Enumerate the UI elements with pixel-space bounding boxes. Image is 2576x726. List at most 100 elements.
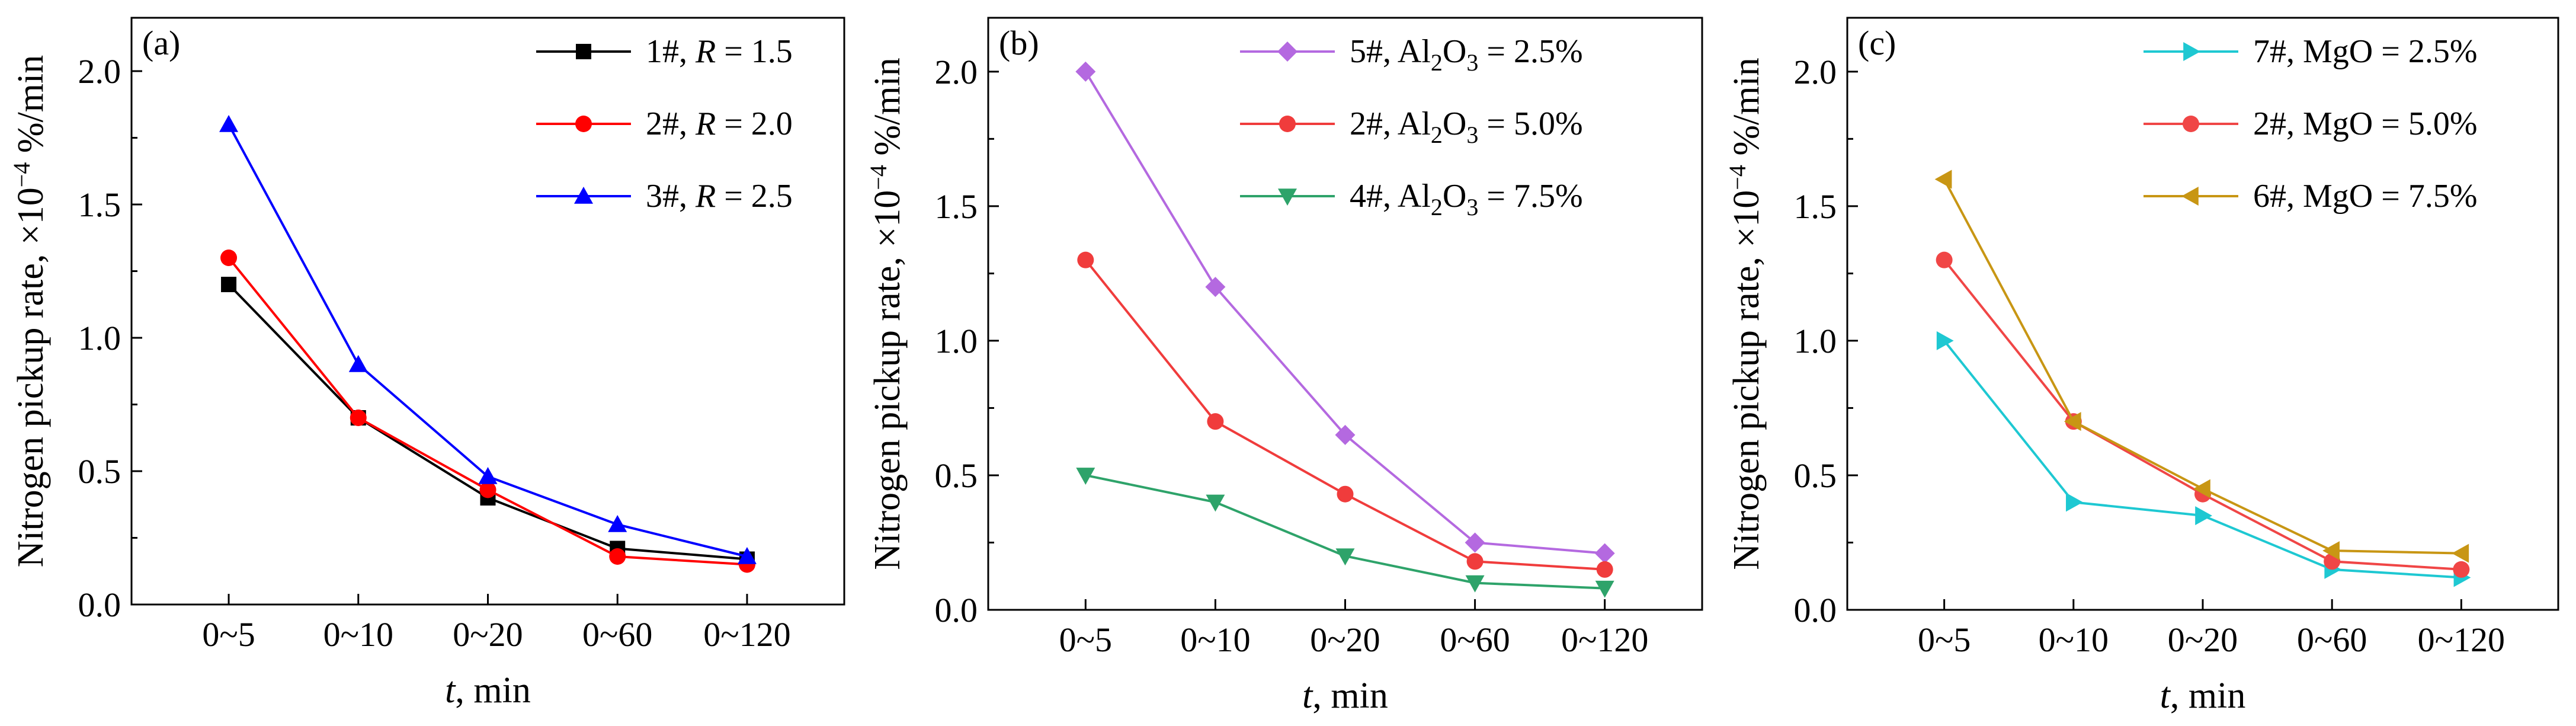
data-point bbox=[1594, 543, 1615, 564]
y-tick-label: 0.5 bbox=[1794, 456, 1837, 495]
series-line-2 bbox=[1943, 259, 2462, 571]
data-point bbox=[479, 481, 496, 498]
data-point bbox=[2064, 412, 2081, 431]
series-line-1 bbox=[1084, 71, 1605, 555]
data-point bbox=[609, 548, 626, 565]
data-point bbox=[2195, 506, 2212, 526]
x-tick-label: 0~120 bbox=[1561, 621, 1648, 659]
legend-entry: 3#, R = 2.5 bbox=[646, 178, 793, 215]
legend-marker bbox=[2183, 42, 2200, 61]
legend-entry: 1#, R = 1.5 bbox=[646, 33, 793, 70]
data-point bbox=[2453, 561, 2470, 578]
data-point bbox=[1595, 580, 1614, 598]
legend-entry: 7#, MgO = 2.5% bbox=[2253, 33, 2477, 70]
legend-marker bbox=[574, 187, 593, 204]
series-line-2 bbox=[228, 257, 748, 566]
legend-marker bbox=[2181, 187, 2199, 206]
data-point bbox=[2193, 479, 2210, 498]
data-point bbox=[220, 250, 238, 266]
x-tick-label: 0~10 bbox=[323, 615, 393, 654]
data-point bbox=[1076, 468, 1095, 485]
legend-marker bbox=[576, 44, 591, 59]
x-axis-title: t, min bbox=[2160, 676, 2246, 716]
x-axis-title: t, min bbox=[1302, 676, 1388, 716]
data-point bbox=[1205, 277, 1226, 298]
x-tick-label: 0~5 bbox=[1059, 621, 1112, 659]
legend-marker bbox=[1279, 116, 1296, 132]
data-point bbox=[1465, 575, 1485, 593]
y-tick-label: 1.0 bbox=[78, 319, 121, 357]
y-tick-label: 0.0 bbox=[1794, 591, 1837, 629]
legend-marker bbox=[2183, 116, 2199, 132]
chart-panel-c: 0.0 0.5 1.0 1.5 2.0 0~5 0~10 0~20 0~60 0~120 t, mi… bbox=[1724, 17, 2559, 716]
panel-label: (a) bbox=[142, 24, 180, 62]
series-line-1 bbox=[228, 283, 748, 561]
y-axis-title: Nitrogen pickup rate, ×10−4 %/min bbox=[1724, 57, 1767, 570]
data-point bbox=[221, 277, 237, 292]
data-point bbox=[1077, 251, 1094, 268]
y-tick-label: 0.5 bbox=[935, 456, 978, 495]
data-point bbox=[1936, 251, 1953, 268]
series-line-2 bbox=[1084, 259, 1605, 571]
y-tick-label: 0.0 bbox=[78, 586, 121, 624]
x-tick-label: 0~5 bbox=[1918, 621, 1971, 659]
y-tick-label: 2.0 bbox=[935, 53, 978, 91]
data-point bbox=[1337, 485, 1354, 503]
plot-frame bbox=[987, 17, 1703, 611]
legend-entry: 2#, Al2O3 = 5.0% bbox=[1350, 105, 1583, 148]
legend-entry: 5#, Al2O3 = 2.5% bbox=[1350, 33, 1583, 76]
data-point bbox=[2066, 492, 2083, 512]
y-tick-label: 0.5 bbox=[78, 452, 121, 491]
y-tick-label: 1.0 bbox=[935, 322, 978, 360]
legend-entry: 4#, Al2O3 = 7.5% bbox=[1350, 178, 1583, 220]
x-tick-label: 0~10 bbox=[2039, 621, 2109, 659]
x-tick-label: 0~60 bbox=[1440, 621, 1510, 659]
y-tick-label: 1.5 bbox=[935, 187, 978, 226]
data-point bbox=[2322, 541, 2340, 561]
y-tick-label: 1.5 bbox=[78, 186, 121, 224]
data-point bbox=[1936, 331, 1954, 350]
data-point bbox=[1934, 169, 1952, 189]
y-axis-title: Nitrogen pickup rate, ×10−4 %/min bbox=[865, 57, 908, 570]
data-point bbox=[1466, 553, 1484, 570]
data-point bbox=[608, 515, 627, 532]
legend-marker bbox=[1277, 41, 1297, 62]
panel-label: (c) bbox=[1858, 24, 1896, 62]
x-tick-label: 0~5 bbox=[202, 615, 255, 654]
y-tick-label: 1.0 bbox=[1794, 322, 1837, 360]
data-point bbox=[1075, 61, 1096, 82]
data-point bbox=[1465, 532, 1485, 553]
data-point bbox=[1206, 494, 1225, 512]
y-tick-label: 2.0 bbox=[1794, 53, 1837, 91]
data-point bbox=[1596, 561, 1613, 578]
series-line-1 bbox=[1943, 340, 2462, 579]
data-point bbox=[1335, 548, 1355, 566]
legend-entry: 2#, MgO = 5.0% bbox=[2253, 105, 2477, 142]
chart-panel-a: 0.0 0.5 1.0 1.5 2.0 0~5 0~10 0~20 0~60 0~120 t, mi… bbox=[8, 17, 845, 711]
x-tick-label: 0~20 bbox=[2168, 621, 2238, 659]
panel-label: (b) bbox=[999, 24, 1039, 62]
data-point bbox=[348, 355, 368, 372]
x-axis-title: t, min bbox=[445, 670, 531, 711]
x-tick-label: 0~120 bbox=[2418, 621, 2505, 659]
x-tick-label: 0~20 bbox=[453, 615, 523, 654]
data-point bbox=[2452, 543, 2469, 563]
x-tick-label: 0~60 bbox=[582, 615, 652, 654]
x-tick-label: 0~120 bbox=[703, 615, 790, 654]
x-tick-label: 0~60 bbox=[2297, 621, 2367, 659]
legend-entry: 2#, R = 2.0 bbox=[646, 105, 793, 142]
y-tick-label: 0.0 bbox=[935, 591, 978, 629]
legend-marker bbox=[1278, 188, 1297, 206]
x-tick-label: 0~20 bbox=[1310, 621, 1380, 659]
y-tick-label: 1.5 bbox=[1794, 187, 1837, 226]
y-tick-label: 2.0 bbox=[78, 52, 121, 91]
data-point bbox=[350, 410, 367, 426]
legend-entry: 6#, MgO = 7.5% bbox=[2253, 178, 2477, 215]
data-point bbox=[219, 115, 239, 132]
legend-marker bbox=[575, 116, 592, 132]
data-point bbox=[1207, 413, 1224, 430]
y-axis-title: Nitrogen pickup rate, ×10−4 %/min bbox=[8, 55, 51, 567]
data-point bbox=[737, 547, 757, 564]
x-tick-label: 0~10 bbox=[1180, 621, 1250, 659]
